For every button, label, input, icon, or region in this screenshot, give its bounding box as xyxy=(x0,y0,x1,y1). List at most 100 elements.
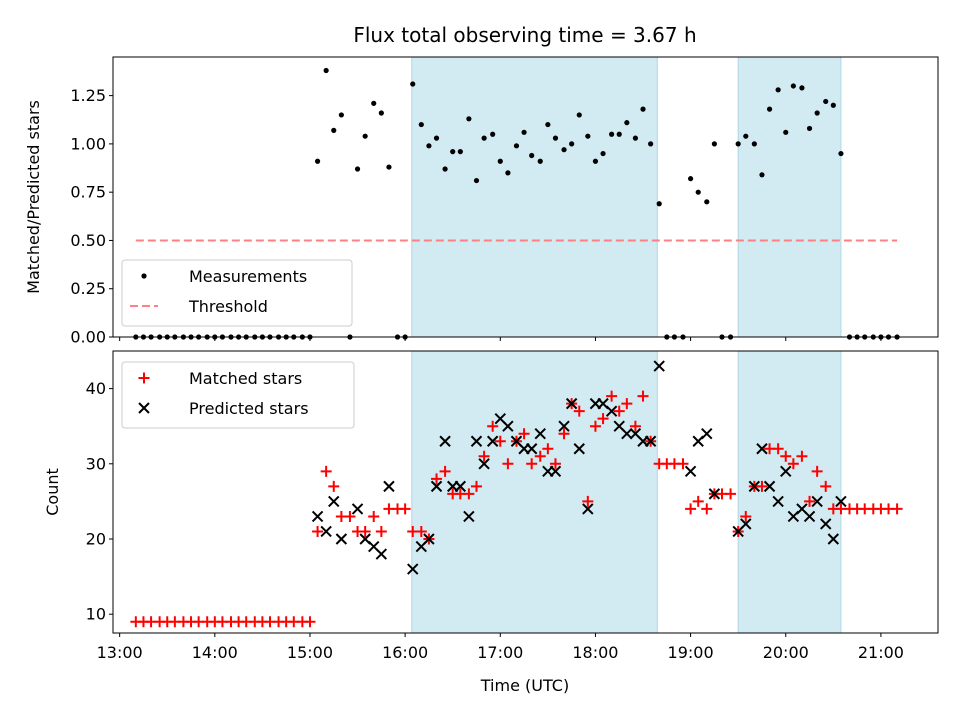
x-axis-label: Time (UTC) xyxy=(480,676,569,695)
matched-star-point xyxy=(549,458,561,470)
count-x-tick-label: 19:00 xyxy=(668,643,714,662)
measurement-point xyxy=(505,170,511,176)
measurement-point xyxy=(704,199,710,205)
measurement-point xyxy=(457,149,463,155)
measurement-point xyxy=(838,150,844,157)
matched-star-point xyxy=(328,480,340,492)
measurement-point xyxy=(450,149,456,155)
predicted-star-point xyxy=(756,443,768,455)
count-x-tick-label: 18:00 xyxy=(572,643,618,662)
count-legend-label: Matched stars xyxy=(189,369,302,388)
predicted-star-point xyxy=(748,480,761,493)
predicted-star-point xyxy=(525,443,538,455)
count-shaded-region xyxy=(411,350,658,634)
predicted-star-point xyxy=(772,495,784,508)
predicted-star-point xyxy=(820,518,832,530)
count-legend-box xyxy=(121,361,355,429)
measurement-point xyxy=(743,133,749,139)
matched-star-point xyxy=(415,525,427,537)
predicted-star-point xyxy=(383,480,395,493)
matched-star-point xyxy=(692,495,704,507)
matched-star-point xyxy=(526,458,538,470)
ratio-y-tick-label: 0.00 xyxy=(70,328,106,347)
predicted-star-point xyxy=(701,428,713,440)
measurement-point xyxy=(592,158,599,164)
predicted-star-point xyxy=(708,488,721,500)
measurement-point xyxy=(497,158,503,164)
measurement-point xyxy=(473,177,480,184)
measurement-point xyxy=(490,131,496,137)
matched-star-point xyxy=(534,450,546,462)
legend-marker-predicted xyxy=(138,402,150,414)
measurement-point xyxy=(766,106,773,112)
measurement-point xyxy=(521,129,527,135)
predicted-star-point xyxy=(320,525,332,538)
predicted-star-point xyxy=(407,563,419,575)
matched-star-point xyxy=(629,420,641,432)
matched-star-point xyxy=(470,480,482,492)
ratio-frame xyxy=(112,56,939,338)
y-axis-label-ratio: Matched/Predicted stars xyxy=(24,100,43,294)
matched-star-point xyxy=(494,435,506,447)
predicted-star-point xyxy=(478,458,490,470)
predicted-star-point xyxy=(653,360,665,372)
matched-star-point xyxy=(320,465,332,477)
ratio-shaded-region xyxy=(737,56,842,338)
measurement-point xyxy=(648,141,654,147)
predicted-star-point xyxy=(502,420,514,432)
matched-star-point xyxy=(685,503,697,515)
matched-star-point xyxy=(811,465,823,477)
predicted-star-point xyxy=(470,435,483,447)
predicted-star-point xyxy=(740,518,752,530)
measurement-point xyxy=(585,133,591,139)
matched-star-point xyxy=(804,495,816,507)
measurement-point xyxy=(569,141,575,147)
matched-star-point xyxy=(613,405,625,417)
matched-star-point xyxy=(740,510,752,522)
matched-star-point xyxy=(478,450,490,462)
measurement-point xyxy=(711,141,717,147)
ratio-y-tick-label: 0.25 xyxy=(70,279,106,298)
measurement-point xyxy=(759,172,765,178)
ratio-legend-label: Measurements xyxy=(189,267,307,286)
matched-star-point xyxy=(621,398,633,410)
matched-star-point xyxy=(487,420,499,432)
predicted-star-point xyxy=(423,533,435,545)
measurement-point xyxy=(775,87,781,93)
measurement-point xyxy=(354,166,361,172)
measurement-point xyxy=(410,81,416,87)
matched-star-point xyxy=(439,465,451,477)
count-y-tick-label: 30 xyxy=(86,454,106,473)
predicted-star-point xyxy=(351,503,364,515)
count-frame xyxy=(112,350,939,634)
count-x-tick-label: 16:00 xyxy=(382,643,428,662)
measurement-point xyxy=(823,98,829,105)
count-y-tick-label: 20 xyxy=(86,530,106,549)
measurement-point xyxy=(790,83,796,89)
matched-star-point xyxy=(399,503,411,515)
measurement-point xyxy=(433,135,440,141)
predicted-star-point xyxy=(573,443,585,455)
measurement-point xyxy=(632,135,639,141)
matched-star-point xyxy=(701,503,713,515)
measurement-point xyxy=(695,189,701,195)
measurement-point xyxy=(751,141,757,147)
measurement-point xyxy=(481,135,487,141)
count-x-tick-label: 21:00 xyxy=(858,643,904,662)
predicted-star-point xyxy=(534,428,546,440)
count-legend-label: Predicted stars xyxy=(189,399,309,418)
count-x-tick-label: 14:00 xyxy=(192,643,238,662)
predicted-star-point xyxy=(605,405,618,417)
predicted-star-point xyxy=(621,428,633,440)
matched-star-point xyxy=(597,413,609,425)
predicted-star-point xyxy=(835,495,847,508)
predicted-star-point xyxy=(430,480,443,493)
matched-star-point xyxy=(518,428,530,440)
matched-star-point xyxy=(725,488,737,500)
ratio-shaded-region xyxy=(411,56,658,338)
count-y-tick-label: 10 xyxy=(86,605,106,624)
predicted-star-point xyxy=(827,533,840,545)
ratio-y-tick-label: 1.25 xyxy=(70,86,106,105)
matched-star-point xyxy=(780,450,792,462)
predicted-star-point xyxy=(565,397,578,410)
